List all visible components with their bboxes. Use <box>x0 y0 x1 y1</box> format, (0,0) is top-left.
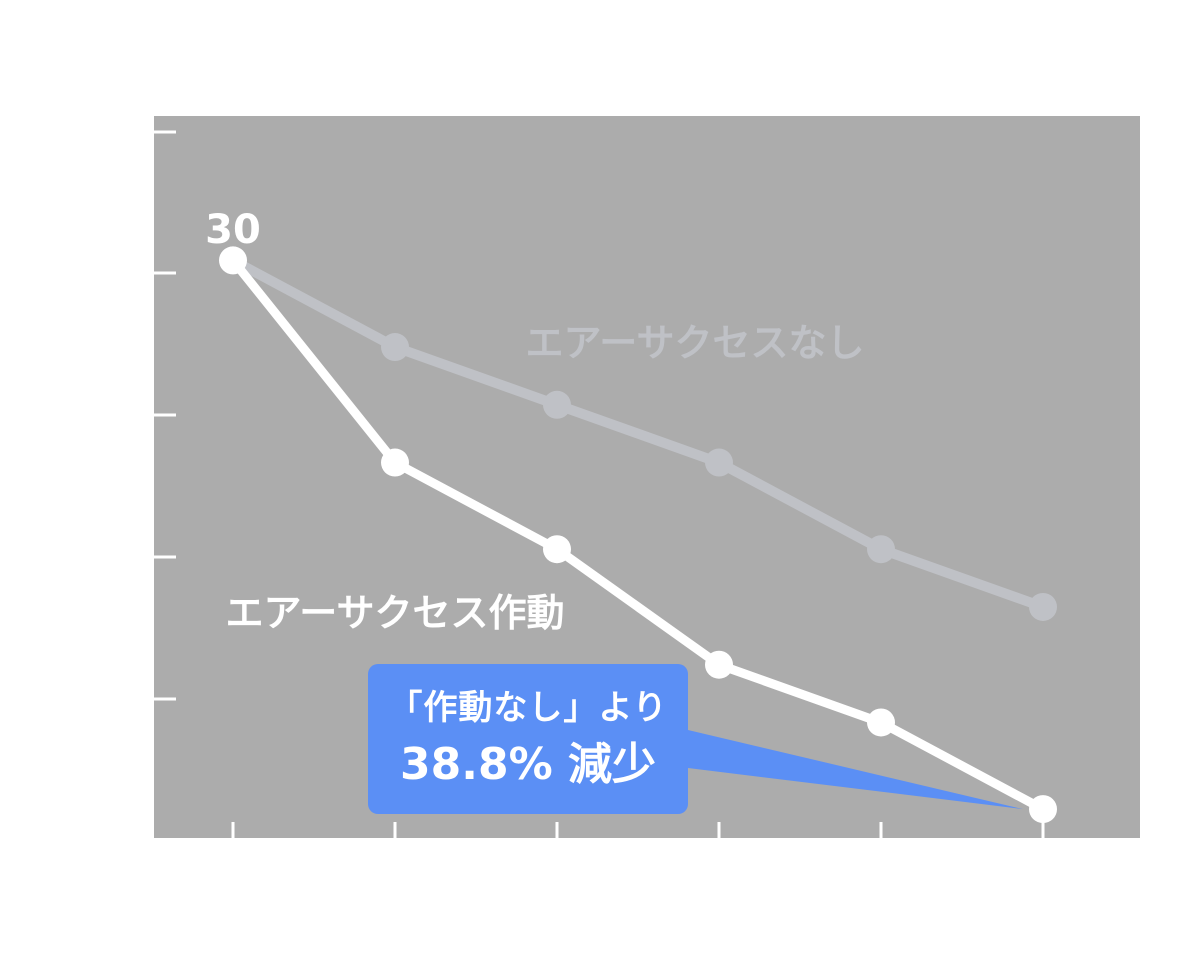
data-point-with <box>867 708 895 737</box>
callout-pointer <box>688 730 1023 810</box>
data-point-without <box>705 448 733 477</box>
data-point-with <box>543 535 571 564</box>
series-label-with: エアーサクセス作動 <box>226 591 565 635</box>
reduction-callout: 「作動なし」より 38.8% 減少 <box>368 664 688 814</box>
data-point-without <box>1029 592 1057 621</box>
data-point-with <box>1029 795 1057 824</box>
callout-reduction-value: 38.8% 減少 <box>400 739 656 790</box>
data-point-with <box>381 448 409 477</box>
series-layer <box>219 246 1057 824</box>
series-label-without: エアーサクセスなし <box>526 321 865 365</box>
data-point-without <box>381 333 409 362</box>
data-point-without <box>867 535 895 564</box>
x-axis-ticks <box>231 822 1045 838</box>
callout-comparison-text: 「作動なし」より <box>388 688 668 728</box>
data-point-with <box>705 650 733 679</box>
start-value-label: 30 <box>205 207 261 253</box>
data-point-without <box>543 390 571 419</box>
series-line-with <box>228 255 1048 814</box>
data-point-with <box>219 246 247 275</box>
y-axis-ticks <box>154 130 176 701</box>
series-line-without <box>228 255 1048 612</box>
